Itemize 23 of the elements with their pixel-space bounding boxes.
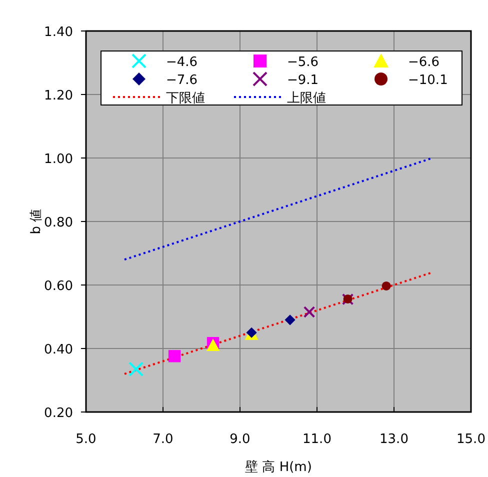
legend-label: −7.6 <box>166 73 198 88</box>
x-tick-label: 9.0 <box>230 432 250 447</box>
x-tick-label: 7.0 <box>152 432 174 447</box>
legend-label: −10.1 <box>408 73 448 88</box>
y-tick-label: 1.00 <box>44 152 73 167</box>
y-tick-label: 0.40 <box>44 342 73 358</box>
legend-label: 上限値 <box>287 91 326 106</box>
legend-label: −6.6 <box>408 55 440 70</box>
x-tick-label: 13.0 <box>380 432 408 447</box>
x-axis-title: 壁 高 H(m) <box>245 459 312 475</box>
legend-label: −9.1 <box>287 73 319 88</box>
x-tick-label: 5.0 <box>76 432 96 447</box>
y-tick-label: 0.60 <box>44 279 73 294</box>
y-axis-title: b 値 <box>29 208 44 234</box>
y-tick-label: 0.80 <box>44 216 73 230</box>
y-tick-label: 0.20 <box>44 406 73 421</box>
legend-label: 下限値 <box>166 91 205 106</box>
legend-label: −4.6 <box>166 55 198 70</box>
x-tick-label: 15.0 <box>456 432 486 447</box>
y-tick-label: 1.40 <box>44 25 73 40</box>
legend-label: −5.6 <box>287 55 319 70</box>
y-tick-label: 1.20 <box>44 88 73 104</box>
x-tick-label: 11.0 <box>302 432 332 447</box>
